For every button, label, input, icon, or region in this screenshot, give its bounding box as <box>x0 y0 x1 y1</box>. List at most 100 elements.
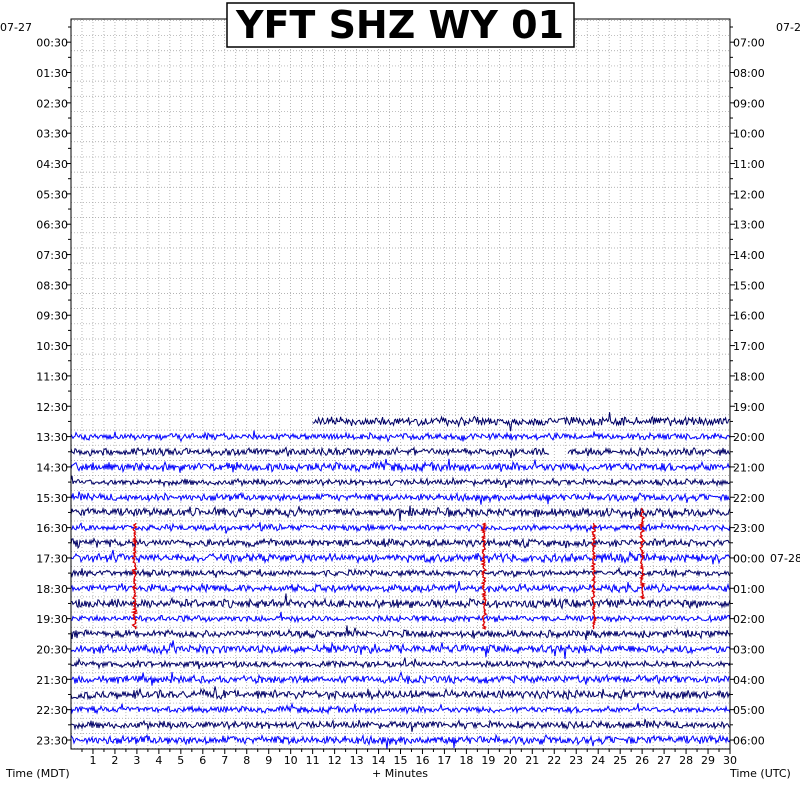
right-time-label: 22:00 <box>733 492 765 505</box>
event-marker <box>590 522 598 630</box>
event-marker <box>480 522 488 630</box>
left-time-label: 08:30 <box>36 279 68 292</box>
minute-tick-label: 15 <box>394 754 408 767</box>
trace-row <box>70 670 730 686</box>
left-date-label: 07-27 <box>0 21 32 34</box>
minute-tick-label: 11 <box>306 754 320 767</box>
right-time-label: 08:00 <box>733 67 765 80</box>
trace-row <box>70 549 731 565</box>
right-date-label: 07-27 <box>776 21 800 34</box>
trace-row <box>70 718 731 732</box>
trace-row <box>70 611 731 624</box>
trace-row <box>70 475 731 489</box>
grid-lines <box>71 19 730 749</box>
right-time-label: 17:00 <box>733 340 765 353</box>
left-time-label: 10:30 <box>36 340 68 353</box>
minute-tick-label: 8 <box>243 754 250 767</box>
left-time-label: 23:30 <box>36 735 68 748</box>
left-time-label: 06:30 <box>36 219 68 232</box>
left-time-label: 22:30 <box>36 704 68 717</box>
minute-tick-label: 6 <box>199 754 206 767</box>
trace-row <box>312 412 730 432</box>
minute-tick-label: 18 <box>459 754 473 767</box>
event-marker <box>637 507 647 600</box>
right-time-label: 02:00 <box>733 613 765 626</box>
left-time-label: 12:30 <box>36 401 68 414</box>
trace-row <box>70 581 731 594</box>
trace-row <box>70 430 731 443</box>
minute-tick-label: 1 <box>90 754 97 767</box>
left-time-label: 11:30 <box>36 370 68 383</box>
trace-row <box>70 446 550 459</box>
left-time-label: 17:30 <box>36 553 68 566</box>
right-time-labels: 07:00 08:00 09:00 10:00 11:00 12:00 13:00 14:00… <box>733 37 765 748</box>
minute-tick-label: 26 <box>635 754 649 767</box>
minute-tick-label: 9 <box>265 754 272 767</box>
right-time-label: 10:00 <box>733 128 765 141</box>
right-date-change-label: 07-28 <box>770 552 800 565</box>
trace-row <box>70 733 731 749</box>
minute-tick-label: 14 <box>372 754 386 767</box>
left-time-label: 05:30 <box>36 188 68 201</box>
right-time-label: 15:00 <box>733 279 765 292</box>
right-time-label: 05:00 <box>733 704 765 717</box>
minute-tick-label: 7 <box>221 754 228 767</box>
left-time-label: 19:30 <box>36 613 68 626</box>
left-time-label: 20:30 <box>36 644 68 657</box>
left-time-label: 01:30 <box>36 67 68 80</box>
trace-row <box>70 702 731 715</box>
event-marker <box>130 522 139 630</box>
minute-tick-label: 21 <box>525 754 539 767</box>
minute-tick-label: 29 <box>701 754 715 767</box>
right-time-label: 16:00 <box>733 310 765 323</box>
right-time-label: 23:00 <box>733 522 765 535</box>
right-time-label: 19:00 <box>733 401 765 414</box>
right-time-label: 06:00 <box>733 735 765 748</box>
minute-tick-label: 10 <box>284 754 298 767</box>
right-time-label: 12:00 <box>733 188 765 201</box>
left-time-label: 16:30 <box>36 522 68 535</box>
chart-title: YFT SHZ WY 01 <box>235 3 564 47</box>
left-time-label: 03:30 <box>36 128 68 141</box>
right-time-label: 20:00 <box>733 431 765 444</box>
left-time-labels: 00:30 01:30 02:30 03:30 04:30 05:30 06:30 07:30… <box>36 37 68 748</box>
right-time-label: 13:00 <box>733 219 765 232</box>
minute-tick-label: 23 <box>569 754 583 767</box>
trace-row <box>567 446 731 458</box>
x-axis-label: + Minutes <box>372 767 428 780</box>
minute-tick-label: 12 <box>328 754 342 767</box>
right-time-label: 00:00 <box>733 553 765 566</box>
left-time-label: 13:30 <box>36 431 68 444</box>
left-time-label: 15:30 <box>36 492 68 505</box>
trace-row <box>70 566 731 579</box>
left-time-label: 21:30 <box>36 674 68 687</box>
right-time-label: 18:00 <box>733 370 765 383</box>
minute-tick-label: 25 <box>613 754 627 767</box>
right-time-label: 11:00 <box>733 158 765 171</box>
right-time-label: 01:00 <box>733 583 765 596</box>
right-time-label: 21:00 <box>733 461 765 474</box>
event-markers <box>130 507 647 630</box>
minute-tick-labels: 1 2 3 4 5 6 7 8 9 10 11 12 13 14 15 16 17 18 19 20 21 22 23 24 2… <box>90 754 738 767</box>
trace-row <box>70 491 731 505</box>
minute-tick-label: 30 <box>723 754 737 767</box>
trace-row <box>70 458 731 474</box>
right-time-label: 03:00 <box>733 644 765 657</box>
trace-row <box>70 657 731 670</box>
left-time-label: 18:30 <box>36 583 68 596</box>
minute-tick-label: 17 <box>437 754 451 767</box>
trace-row <box>70 521 731 534</box>
trace-row <box>70 537 731 550</box>
minute-tick-label: 4 <box>155 754 162 767</box>
minute-tick-label: 13 <box>350 754 364 767</box>
right-time-label: 09:00 <box>733 97 765 110</box>
minute-tick-label: 24 <box>591 754 605 767</box>
left-time-label: 14:30 <box>36 461 68 474</box>
left-time-label: 04:30 <box>36 158 68 171</box>
minute-tick-label: 27 <box>657 754 671 767</box>
minute-tick-label: 2 <box>111 754 118 767</box>
left-time-label: 02:30 <box>36 97 68 110</box>
trace-row <box>70 505 731 522</box>
left-time-label: 07:30 <box>36 249 68 262</box>
